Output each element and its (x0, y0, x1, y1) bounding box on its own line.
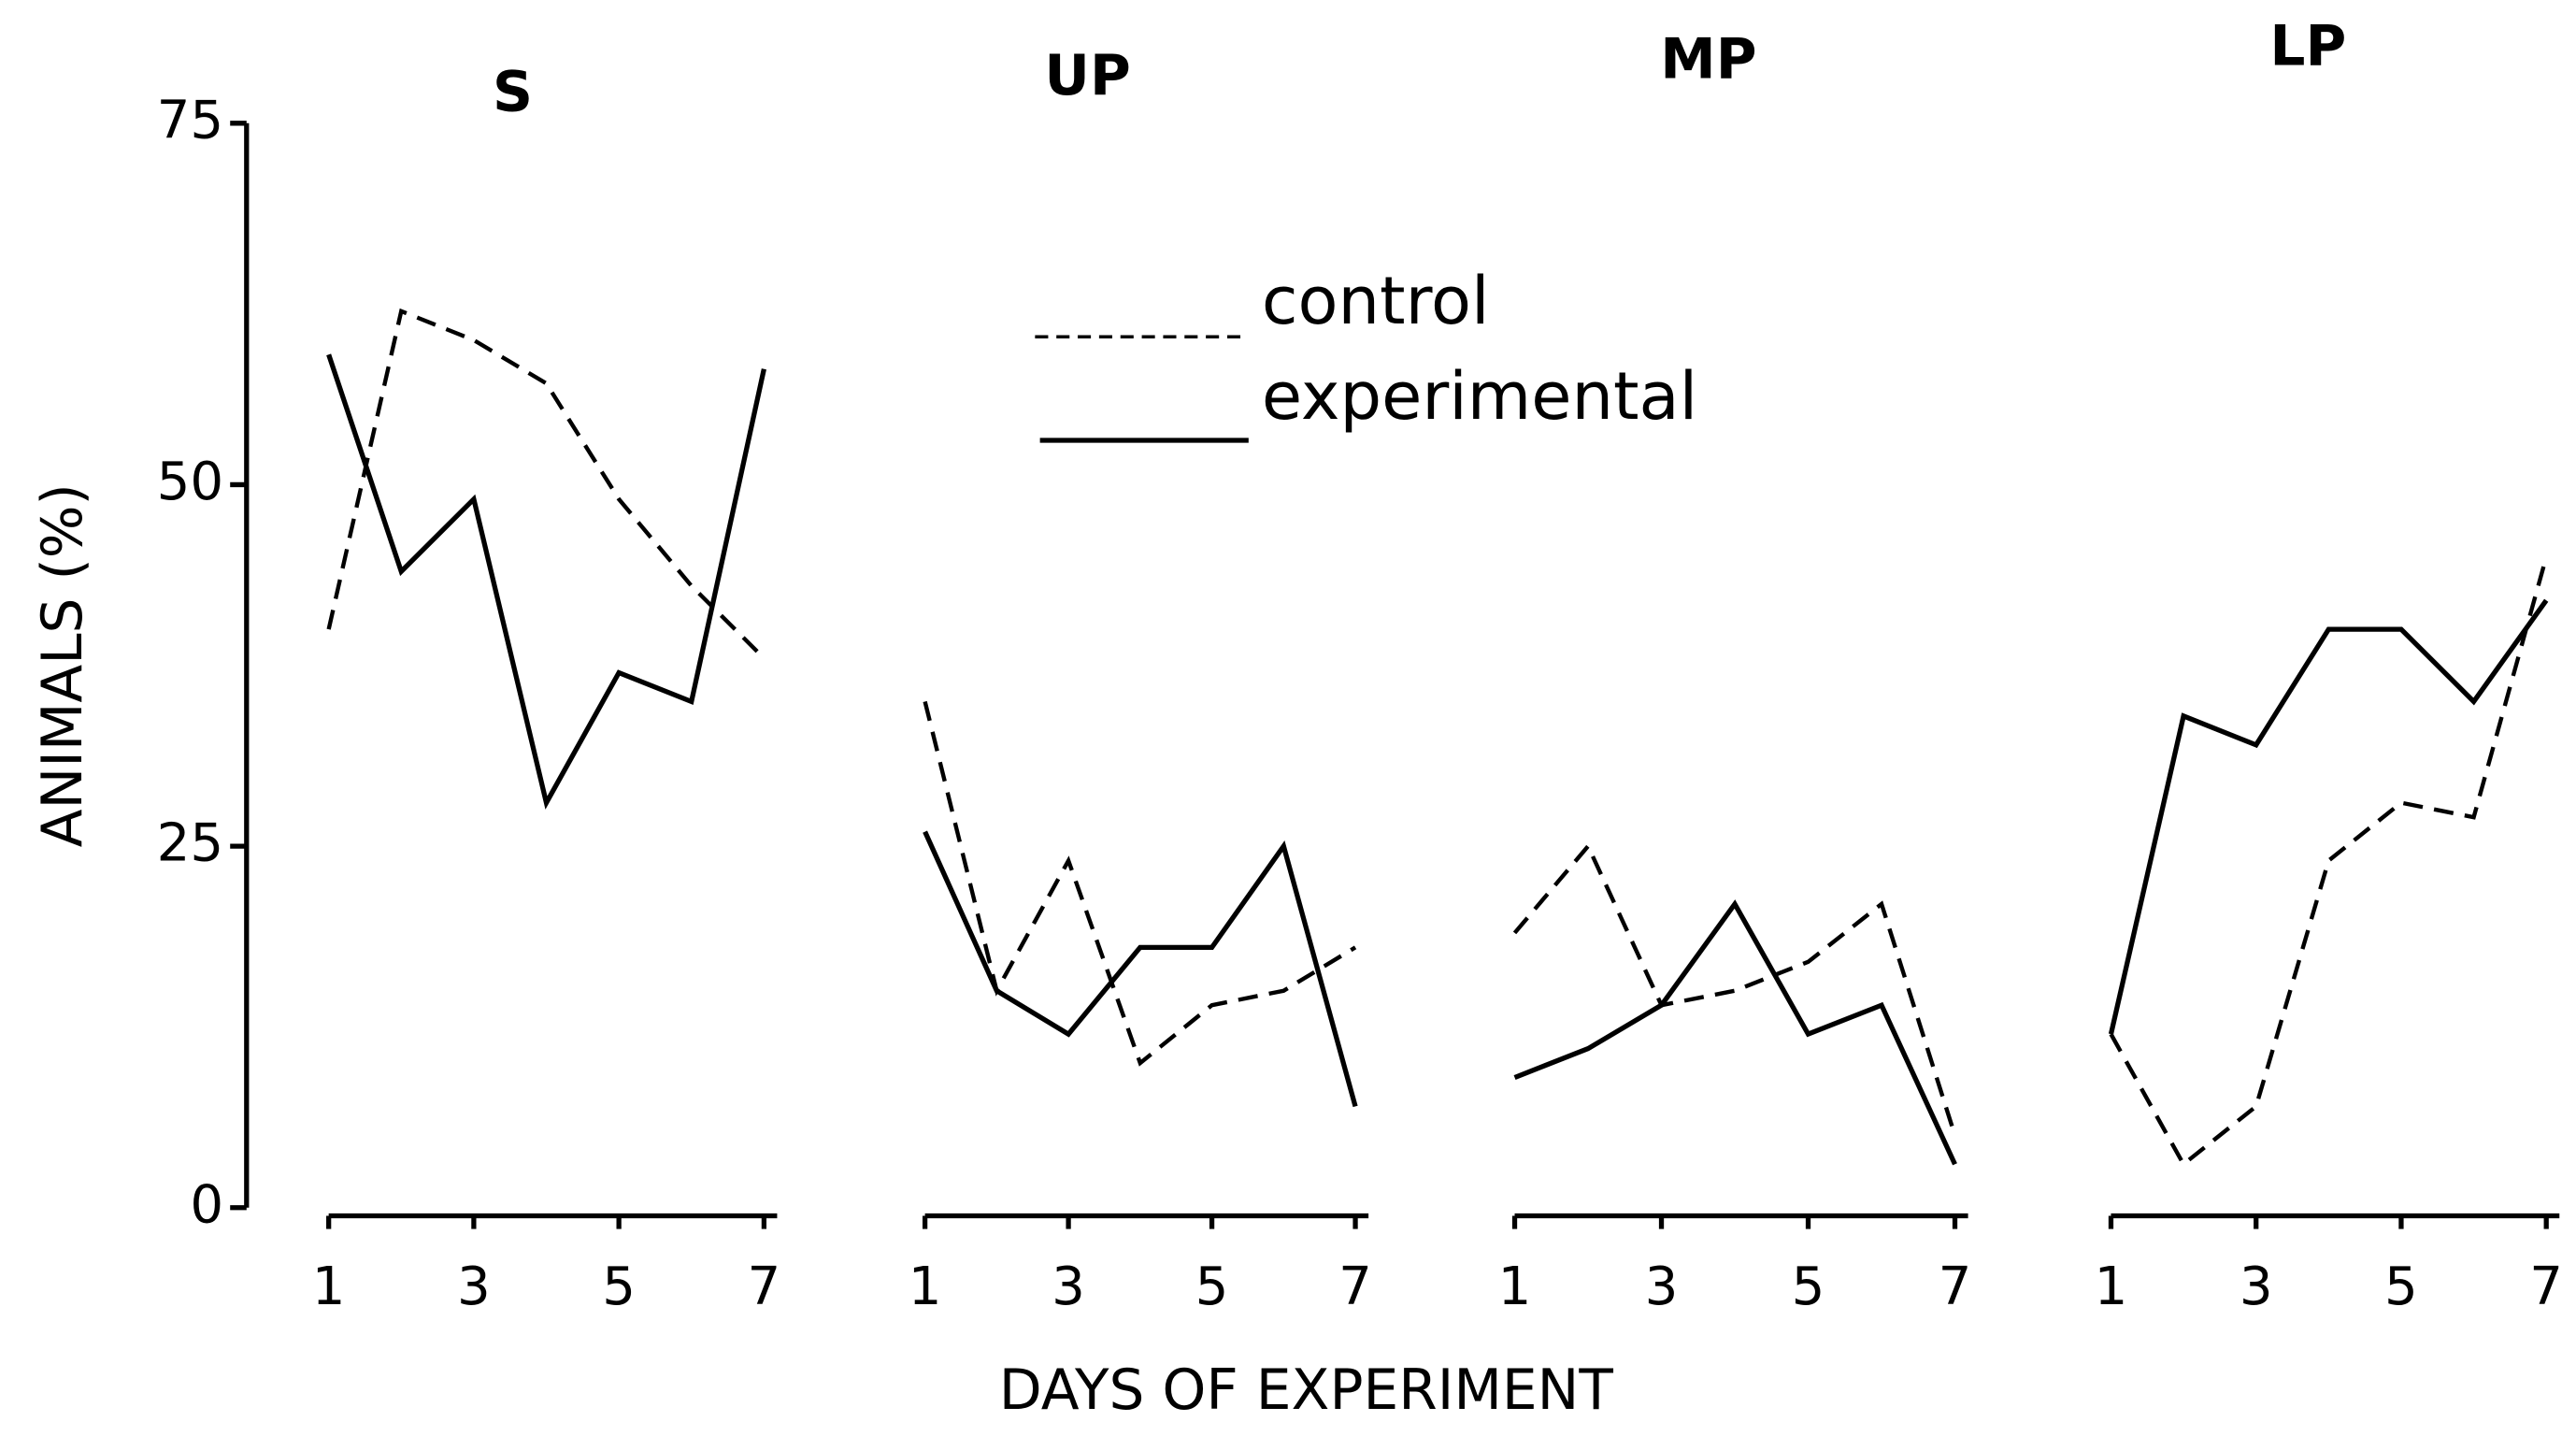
x-tick-label: 5 (1792, 1256, 1825, 1317)
experimental-line (1513, 899, 1957, 1166)
x-tick-label: 1 (909, 1256, 942, 1317)
y-tick-label: 25 (157, 813, 224, 874)
experimental-line (923, 830, 1358, 1108)
x-tick-label: 3 (1645, 1256, 1679, 1317)
y-tick-label: 0 (190, 1174, 223, 1235)
panel-title: UP (1044, 44, 1130, 108)
x-tick-label: 3 (2240, 1256, 2273, 1317)
x-tick-label: 3 (1052, 1256, 1085, 1317)
panel-title: LP (2269, 14, 2346, 79)
control-line (1512, 842, 1957, 1137)
y-axis-label: ANIMALS (%) (31, 483, 95, 847)
experimental-line (326, 353, 766, 810)
x-tick-label: 5 (602, 1256, 636, 1317)
x-tick-label: 7 (2529, 1256, 2563, 1317)
y-tick-label: 50 (157, 452, 224, 512)
panel-title: S (493, 61, 533, 125)
y-tick-label: 75 (157, 90, 224, 151)
panel-title: MP (1660, 27, 1756, 92)
x-tick-label: 5 (2384, 1256, 2418, 1317)
legend-label: control (1262, 263, 1490, 339)
experimental-line (2108, 598, 2549, 1035)
control-line (2109, 556, 2549, 1168)
legend-label: experimental (1262, 358, 1697, 435)
x-tick-label: 3 (457, 1256, 491, 1317)
x-tick-label: 1 (2095, 1256, 2128, 1317)
x-tick-label: 5 (1195, 1256, 1229, 1317)
x-tick-label: 7 (747, 1256, 780, 1317)
control-line (923, 700, 1357, 1067)
x-tick-label: 7 (1338, 1256, 1372, 1317)
x-tick-label: 1 (1498, 1256, 1532, 1317)
control-line (326, 308, 766, 660)
x-tick-label: 7 (1939, 1256, 1972, 1317)
x-axis-label: DAYS OF EXPERIMENT (999, 1358, 1614, 1423)
x-tick-label: 1 (312, 1256, 346, 1317)
